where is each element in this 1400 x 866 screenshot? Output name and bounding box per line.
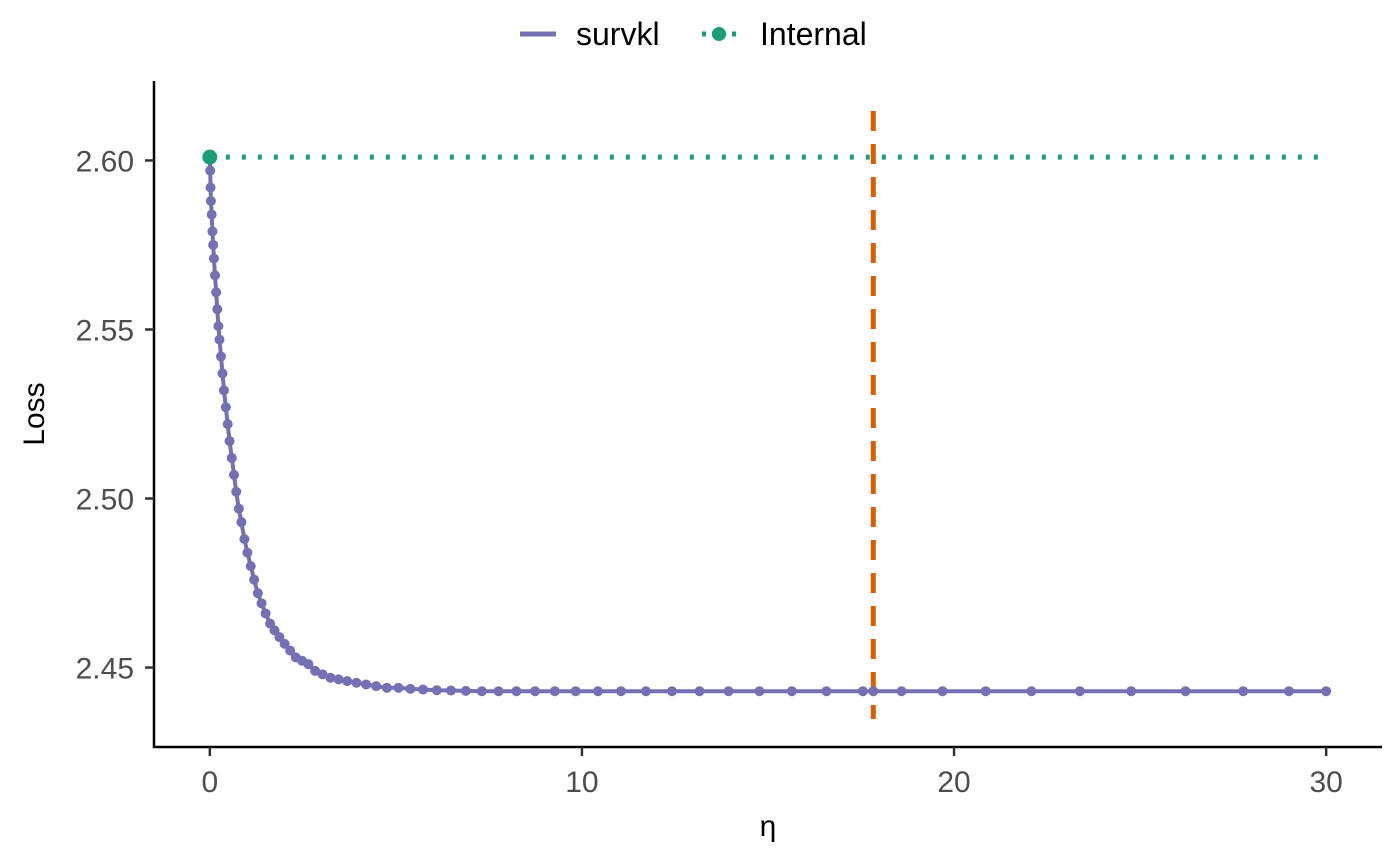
survkl-point — [274, 632, 285, 643]
survkl-point — [205, 182, 216, 193]
survkl-point — [208, 253, 219, 264]
y-axis-title: Loss — [18, 382, 51, 445]
survkl-point — [857, 686, 868, 697]
survkl-point — [218, 385, 229, 396]
survkl-point — [249, 574, 260, 585]
survkl-point — [1026, 686, 1037, 697]
survkl-point — [530, 686, 541, 697]
legend: survkl Internal — [520, 16, 867, 52]
survkl-point — [511, 686, 522, 697]
survkl-point — [208, 239, 219, 250]
ticks: 0 10 20 30 2.45 2.50 2.55 2.60 — [76, 145, 1343, 799]
x-tick-label: 30 — [1309, 766, 1342, 799]
survkl-point — [303, 659, 314, 670]
survkl-point — [205, 165, 216, 176]
survkl-point — [217, 368, 228, 379]
survkl-point — [226, 452, 237, 463]
survkl-point — [821, 686, 832, 697]
survkl-point — [333, 674, 344, 685]
survkl-point — [937, 686, 948, 697]
survkl-point — [206, 209, 217, 220]
survkl-point — [666, 686, 677, 697]
survkl-point — [207, 226, 218, 237]
x-axis-title: η — [760, 810, 777, 843]
legend-internal-marker — [712, 27, 726, 41]
survkl-point — [549, 686, 560, 697]
survkl-point — [211, 287, 222, 298]
survkl-point — [279, 638, 290, 649]
survkl-point — [361, 679, 372, 690]
survkl-point — [1074, 686, 1085, 697]
survkl-point — [694, 686, 705, 697]
survkl-point — [1238, 686, 1249, 697]
survkl-point — [224, 436, 235, 447]
x-tick-label: 0 — [201, 766, 218, 799]
survkl-point — [214, 334, 225, 345]
y-tick-label: 2.60 — [76, 145, 134, 178]
survkl-point — [616, 686, 627, 697]
survkl-point — [222, 419, 233, 430]
survkl-point — [325, 672, 336, 683]
survkl-point — [342, 676, 353, 687]
survkl-point — [868, 686, 879, 697]
survkl-point — [252, 588, 263, 599]
survkl-point — [418, 684, 429, 695]
survkl-point — [229, 469, 240, 480]
internal-point — [202, 149, 218, 165]
survkl-point — [351, 677, 362, 688]
survkl-point — [405, 683, 416, 694]
axes — [152, 81, 1382, 749]
survkl-point — [1321, 686, 1332, 697]
survkl-point — [723, 686, 734, 697]
survkl-point — [754, 686, 765, 697]
survkl-point — [215, 351, 226, 362]
survkl-point — [212, 304, 223, 315]
survkl-point — [256, 598, 267, 609]
survkl-point — [980, 686, 991, 697]
survkl-point — [786, 686, 797, 697]
survkl-point — [445, 685, 456, 696]
survkl-point — [236, 517, 247, 528]
survkl-point — [205, 196, 216, 207]
survkl-point — [210, 270, 221, 281]
plot-area — [202, 111, 1332, 719]
survkl-point — [371, 681, 382, 692]
survkl-point — [381, 682, 392, 693]
survkl-point — [476, 686, 487, 697]
survkl-line — [207, 157, 1327, 694]
survkl-point — [1126, 686, 1137, 697]
survkl-point — [493, 686, 504, 697]
survkl-point — [245, 561, 256, 572]
survkl-point — [260, 608, 271, 619]
y-tick-label: 2.55 — [76, 314, 134, 347]
survkl-point — [1283, 686, 1294, 697]
survkl-point — [310, 665, 321, 676]
survkl-point — [233, 503, 244, 514]
survkl-point — [239, 534, 250, 545]
x-tick-label: 10 — [565, 766, 598, 799]
survkl-point — [431, 685, 442, 696]
y-tick-label: 2.45 — [76, 653, 134, 686]
legend-survkl-label: survkl — [576, 16, 660, 52]
y-tick-label: 2.50 — [76, 484, 134, 517]
survkl-point — [213, 321, 224, 332]
survkl-point — [242, 547, 253, 558]
survkl-point — [220, 402, 231, 413]
survkl-point — [570, 686, 581, 697]
survkl-point — [460, 685, 471, 696]
survkl-point — [1180, 686, 1191, 697]
survkl-point — [393, 682, 404, 693]
legend-internal-label: Internal — [760, 16, 867, 52]
survkl-point — [317, 669, 328, 680]
survkl-point — [231, 486, 242, 497]
survkl-point — [896, 686, 907, 697]
survkl-point — [640, 686, 651, 697]
x-tick-label: 20 — [937, 766, 970, 799]
survkl-point — [285, 645, 296, 656]
survkl-point — [592, 686, 603, 697]
